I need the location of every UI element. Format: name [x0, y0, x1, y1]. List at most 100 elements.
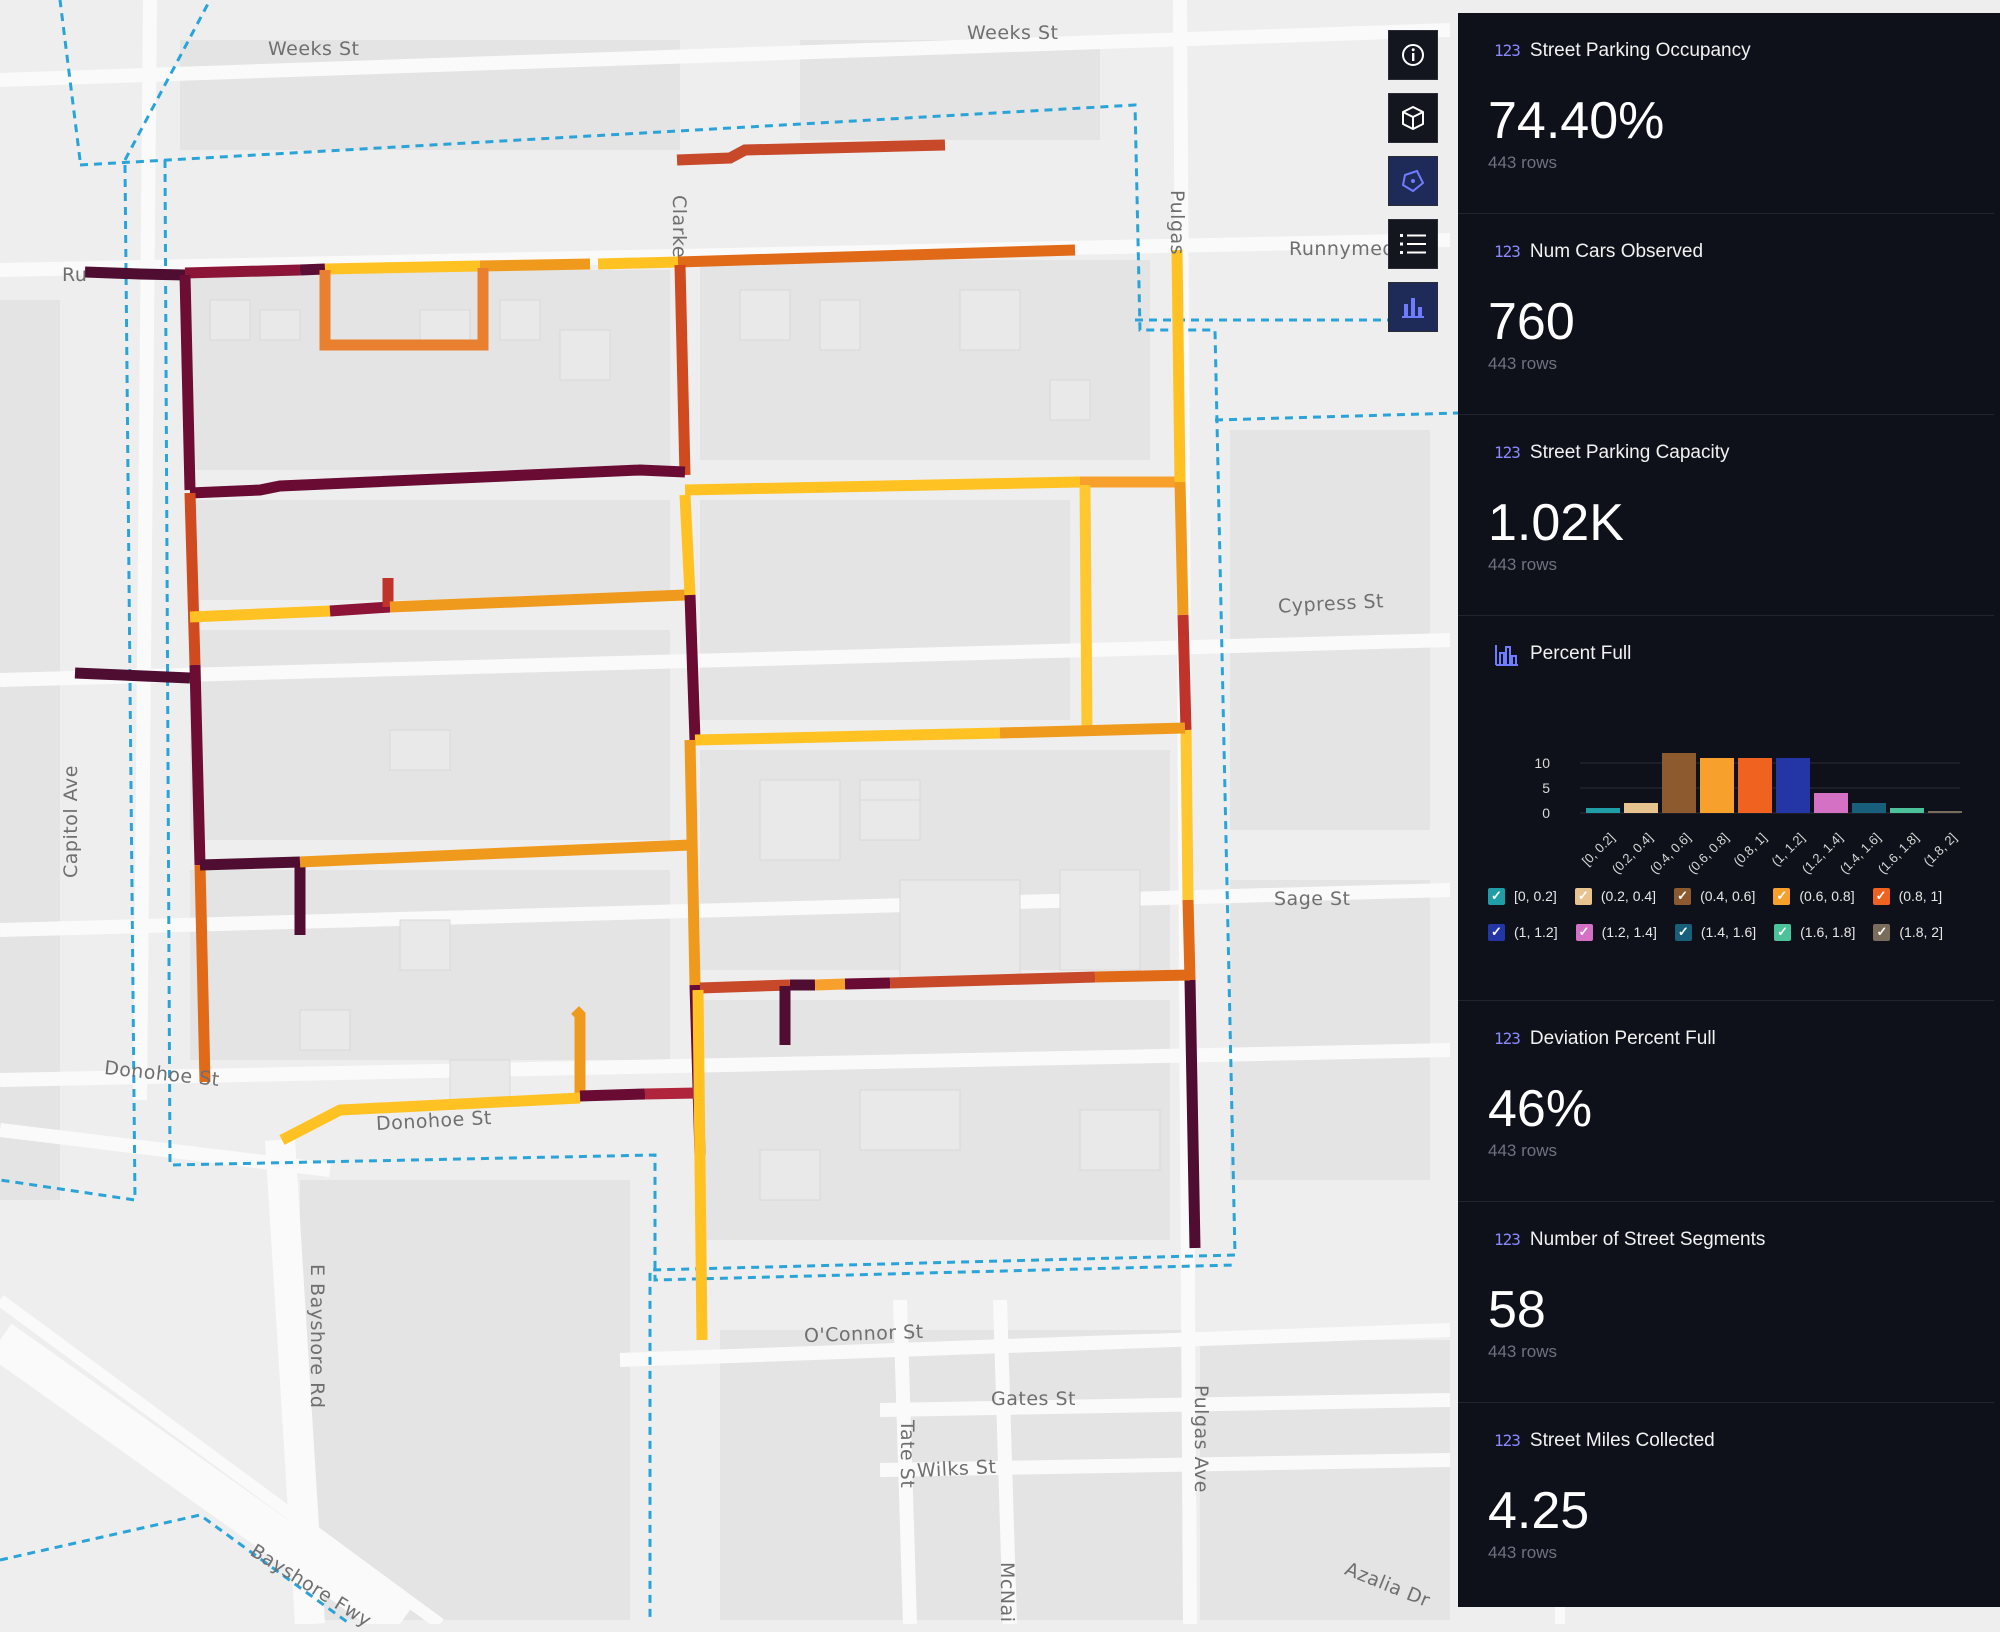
widget-value: 58 [1488, 1281, 1546, 1339]
histogram-bar[interactable] [1700, 758, 1734, 813]
street-label: Runnymed [1289, 238, 1395, 260]
number-badge-icon: 123 [1494, 443, 1521, 462]
legend-item[interactable]: ✓ (1, 1.2] [1488, 914, 1558, 950]
checkbox-check-icon[interactable]: ✓ [1774, 923, 1792, 941]
legend-label: (1.2, 1.4] [1601, 924, 1657, 940]
legend-label: (0.6, 0.8] [1799, 888, 1855, 904]
checkbox-check-icon[interactable]: ✓ [1674, 923, 1692, 941]
widget-percent-full-histogram: Percent Full 0 5 10 [0, 0.2] (0.2, 0.4] (0.4,… [1458, 616, 2000, 1001]
street-label: Clarke [668, 195, 690, 259]
list-icon [1400, 234, 1426, 254]
checkbox-check-icon[interactable]: ✓ [1674, 887, 1692, 905]
checkbox-check-icon[interactable]: ✓ [1488, 887, 1505, 905]
widget-value: 760 [1488, 293, 1575, 351]
street-label: Pulgas Ave [1190, 1385, 1212, 1493]
3d-view-button[interactable] [1388, 93, 1438, 143]
histogram-bar[interactable] [1852, 803, 1886, 813]
number-badge-icon: 123 [1494, 1230, 1521, 1249]
widget-street-miles-collected: 123 Street Miles Collected 4.25 443 rows [1458, 1403, 2000, 1604]
widget-title: Percent Full [1530, 642, 1632, 664]
map-toolbar [1388, 30, 1440, 345]
legend-item[interactable]: ✓ (1.4, 1.6] [1674, 914, 1757, 950]
street-label: Tate St [896, 1420, 918, 1489]
legend-item[interactable]: ✓ (0.2, 0.4] [1574, 878, 1656, 914]
legend-item[interactable]: ✓ [0, 0.2] [1488, 878, 1557, 914]
widget-row-count: 443 rows [1488, 555, 1557, 574]
legend-item[interactable]: ✓ (0.6, 0.8] [1773, 878, 1855, 914]
histogram-x-tick-label: (0.6, 0.8] [1685, 830, 1732, 876]
street-label: Wilks St [916, 1455, 997, 1483]
number-badge-icon: 123 [1494, 242, 1521, 261]
histogram-bar[interactable] [1890, 808, 1924, 813]
widget-value: 1.02K [1488, 494, 1624, 552]
info-button[interactable] [1388, 30, 1438, 80]
legend-label: (0.4, 0.6] [1700, 888, 1756, 904]
checkbox-check-icon[interactable]: ✓ [1575, 923, 1593, 941]
histogram-y-tick-label: 10 [1534, 755, 1550, 771]
street-label: Sage St [1274, 888, 1351, 910]
widget-value: 46% [1488, 1080, 1593, 1138]
legend-label: (1, 1.2] [1514, 924, 1558, 940]
histogram-legend: ✓ [0, 0.2] ✓ (0.2, 0.4] ✓ (0.4, 0.6] ✓ (0.6, 0.… [1488, 878, 1988, 950]
panel-scrollbar[interactable] [1994, 13, 2000, 1607]
widgets-button[interactable] [1388, 282, 1438, 332]
histogram-y-tick-label: 0 [1542, 805, 1550, 821]
legend-item[interactable]: ✓ (1.8, 2] [1873, 914, 1943, 950]
legend-item[interactable]: ✓ (0.4, 0.6] [1674, 878, 1755, 914]
histogram-bar[interactable] [1776, 758, 1810, 813]
widget-title: Deviation Percent Full [1529, 1027, 1716, 1049]
widget-number-of-street-segments: 123 Number of Street Segments 58 443 rows [1458, 1202, 2000, 1403]
widget-row-count: 443 rows [1488, 354, 1557, 373]
street-label: E Bayshore Rd [306, 1264, 328, 1409]
street-label: Ru [62, 264, 88, 286]
legend-label: (1.4, 1.6] [1700, 924, 1757, 940]
legend-item[interactable]: ✓ (1.2, 1.4] [1575, 914, 1657, 950]
widget-street-parking-occupancy: 123 Street Parking Occupancy 74.40% 443 r… [1458, 13, 2000, 214]
checkbox-check-icon[interactable]: ✓ [1872, 887, 1890, 905]
widget-row-count: 443 rows [1488, 153, 1557, 172]
histogram-y-tick-label: 5 [1542, 780, 1550, 796]
histogram-bar[interactable] [1928, 811, 1962, 813]
widget-row-count: 443 rows [1488, 1342, 1557, 1361]
legend-item[interactable]: ✓ (0.8, 1] [1872, 878, 1943, 914]
histogram-bar[interactable] [1586, 808, 1620, 813]
widget-title: Number of Street Segments [1529, 1228, 1766, 1250]
number-badge-icon: 123 [1494, 41, 1521, 60]
layer-list-button[interactable] [1388, 219, 1438, 269]
street-label: McNai [996, 1562, 1018, 1623]
cube-icon [1402, 106, 1424, 130]
info-icon [1402, 44, 1424, 66]
widget-title: Street Miles Collected [1529, 1429, 1715, 1451]
legend-label: (0.8, 1] [1898, 888, 1943, 904]
checkbox-check-icon[interactable]: ✓ [1488, 923, 1505, 941]
histogram-bar[interactable] [1662, 753, 1696, 813]
legend-item[interactable]: ✓ (1.6, 1.8] [1774, 914, 1855, 950]
polygon-select-button[interactable] [1388, 156, 1438, 206]
histogram-x-tick-label: (1.8, 2] [1920, 830, 1959, 869]
checkbox-check-icon[interactable]: ✓ [1873, 923, 1891, 941]
widget-title: Street Parking Capacity [1529, 441, 1730, 463]
polygon-select-icon [1401, 169, 1425, 193]
widget-title: Num Cars Observed [1529, 240, 1704, 262]
street-label: Pulgas [1166, 190, 1188, 256]
legend-label: (1.8, 2] [1899, 924, 1943, 940]
widget-num-cars-observed: 123 Num Cars Observed 760 443 rows [1458, 214, 2000, 415]
histogram-x-tick-label: (0.8, 1] [1730, 830, 1769, 869]
histogram-icon [1495, 644, 1518, 666]
widget-title: Street Parking Occupancy [1529, 39, 1751, 61]
bar-chart-icon [1402, 298, 1424, 318]
checkbox-check-icon[interactable]: ✓ [1773, 887, 1791, 905]
widget-deviation-percent-full: 123 Deviation Percent Full 46% 443 rows [1458, 1001, 2000, 1202]
histogram-bar[interactable] [1738, 758, 1772, 813]
street-label: Weeks St [268, 38, 360, 60]
number-badge-icon: 123 [1494, 1431, 1521, 1450]
street-label: O'Connor St [803, 1320, 924, 1348]
checkbox-check-icon[interactable]: ✓ [1574, 887, 1592, 905]
histogram-bar[interactable] [1814, 793, 1848, 813]
widget-value: 74.40% [1488, 92, 1665, 150]
histogram-bar[interactable] [1624, 803, 1658, 813]
widget-value: 4.25 [1488, 1482, 1590, 1540]
widget-panel: 123 Street Parking Occupancy 74.40% 443 r… [1458, 13, 2000, 1607]
number-badge-icon: 123 [1494, 1029, 1521, 1048]
